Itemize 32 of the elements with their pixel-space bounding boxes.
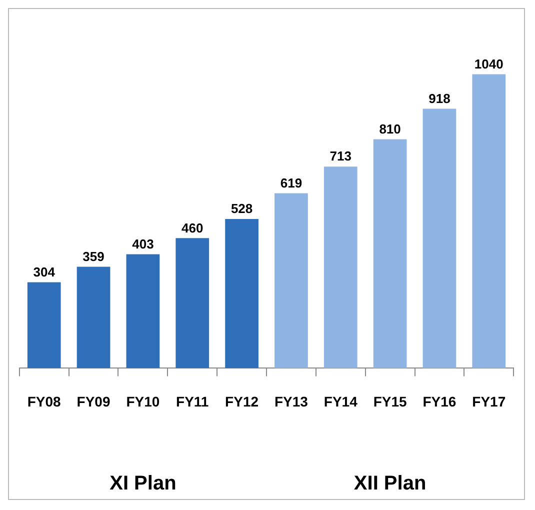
data-label: 918 [428, 90, 450, 106]
bar [324, 166, 358, 368]
bar [422, 108, 456, 368]
x-tick-label: FY16 [422, 393, 456, 410]
data-label: 304 [33, 264, 56, 280]
data-label: 403 [132, 236, 154, 252]
bar [373, 139, 407, 368]
x-tick-label: FY08 [27, 393, 62, 410]
x-tick-label: FY09 [76, 393, 110, 410]
text: XI Plan [110, 472, 176, 495]
bar [472, 74, 506, 368]
bar [27, 282, 61, 368]
data-label: 810 [379, 121, 401, 136]
x-tick-label: FY14 [324, 393, 358, 410]
x-tick-label: FY10 [126, 393, 160, 410]
x-tick-label: FY17 [472, 393, 506, 410]
bar [126, 254, 160, 368]
bar [76, 266, 110, 368]
data-label: 359 [82, 248, 104, 264]
data-label: 1040 [474, 56, 504, 72]
x-tick-label: FY12 [225, 393, 259, 410]
bar [274, 193, 308, 368]
x-tick-label: FY11 [176, 393, 209, 410]
data-label: 619 [280, 175, 302, 190]
data-label: 713 [330, 148, 352, 164]
bar [225, 218, 258, 368]
x-tick-label: FY15 [373, 393, 407, 410]
data-label: 528 [230, 201, 253, 216]
data-label: 460 [182, 220, 204, 236]
x-tick-label: FY13 [274, 393, 308, 410]
text: XII Plan [354, 472, 426, 495]
bar [176, 238, 210, 368]
